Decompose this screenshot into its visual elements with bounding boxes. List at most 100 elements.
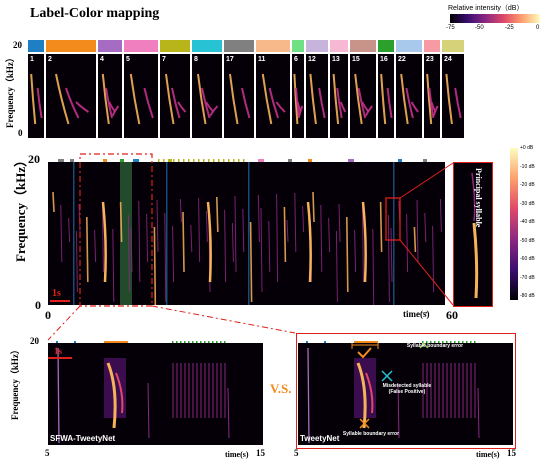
main-colorbar-tick: -40 dB bbox=[520, 219, 535, 225]
top-cb-tick-1: -50 bbox=[475, 25, 484, 31]
syllable-swatch-23 bbox=[424, 40, 440, 52]
tweetynet-annotations bbox=[351, 343, 429, 429]
bl-x-label: time(s) bbox=[225, 450, 249, 459]
main-colorbar-tick: -10 dB bbox=[520, 163, 535, 170]
main-colorbar-tick: -50 dB bbox=[520, 237, 535, 244]
syllable-id-11: 11 bbox=[258, 56, 266, 63]
main-x-label: time(s) bbox=[403, 309, 430, 319]
top-tick-20: 20 bbox=[13, 40, 22, 50]
syllable-id-8: 8 bbox=[194, 56, 198, 63]
principal-syllable-label: Principal syllable bbox=[474, 168, 483, 228]
figure-title: Label-Color mapping bbox=[30, 6, 160, 21]
sfwa-spectrogram bbox=[48, 343, 263, 445]
syllable-swatch-22 bbox=[396, 40, 422, 52]
syllable-spectrogram-17: 17 bbox=[224, 54, 254, 138]
syllable-spectrogram-4: 4 bbox=[98, 54, 122, 138]
syllable-swatch-6 bbox=[292, 40, 304, 52]
syllable-id-13: 13 bbox=[332, 56, 340, 63]
main-colorbar-tick: -70 dB bbox=[520, 274, 535, 281]
bl-label-bar bbox=[48, 335, 263, 347]
syllable-swatch-7 bbox=[160, 40, 190, 52]
main-x-arrow: → bbox=[420, 306, 429, 316]
syllable-swatch-1 bbox=[28, 40, 44, 52]
syllable-spectrogram-5: 5 bbox=[124, 54, 158, 138]
syllable-spectrogram-13: 13 bbox=[330, 54, 348, 138]
syllable-spectrogram-23: 23 bbox=[424, 54, 440, 138]
syllable-spectrogram-22: 22 bbox=[396, 54, 422, 138]
syllable-id-17: 17 bbox=[226, 56, 234, 63]
syllable-spectrogram-7: 7 bbox=[160, 54, 190, 138]
syllable-id-5: 5 bbox=[126, 56, 130, 63]
syllable-spectrogram-6: 6 bbox=[292, 54, 304, 138]
bl-tick-15: 15 bbox=[256, 448, 265, 458]
main-colorbar-tick: -60 dB bbox=[520, 256, 535, 262]
syllable-spectrogram-15: 15 bbox=[350, 54, 376, 138]
br-x-label: time(s) bbox=[476, 450, 500, 459]
bl-scale-bar bbox=[48, 357, 72, 359]
main-colorbar-tick: +0 dB bbox=[520, 145, 534, 151]
bl-scale-bar-label: 1s bbox=[54, 346, 63, 356]
syllable-id-4: 4 bbox=[100, 56, 104, 63]
bottom-tick-20: 20 bbox=[30, 336, 39, 346]
boundary-error-bottom-label: Syllable boundary error bbox=[342, 431, 400, 437]
syllable-spectrogram-24: 24 bbox=[442, 54, 464, 138]
syllable-swatch-17 bbox=[224, 40, 254, 52]
principal-syllable-panel bbox=[453, 162, 493, 307]
main-spectrogram bbox=[48, 162, 445, 305]
syllable-id-1: 1 bbox=[30, 56, 34, 63]
main-colorbar bbox=[510, 148, 518, 300]
misdetected-label: Misdetected syllable (False Positive) bbox=[382, 383, 432, 395]
syllable-spectrogram-16: 16 bbox=[378, 54, 394, 138]
syllable-swatch-4 bbox=[98, 40, 122, 52]
bottom-frequency-label: Frequency（kHz） bbox=[10, 345, 20, 420]
sfwa-title: SFWA-TweetyNet bbox=[50, 434, 116, 443]
syllable-id-23: 23 bbox=[426, 56, 434, 63]
main-colorbar-tick: -80 dB bbox=[520, 293, 535, 299]
main-colorbar-tick: -20 dB bbox=[520, 182, 535, 188]
syllable-id-7: 7 bbox=[162, 56, 166, 63]
syllable-spectrogram-2: 2 bbox=[46, 54, 96, 138]
syllable-swatch-8 bbox=[192, 40, 222, 52]
syllable-spectrogram-11: 11 bbox=[256, 54, 290, 138]
syllable-spectrogram-12: 12 bbox=[306, 54, 328, 138]
syllable-id-24: 24 bbox=[444, 56, 452, 63]
main-tick-x0: 0 bbox=[45, 308, 51, 322]
top-tick-0: 0 bbox=[18, 128, 23, 138]
top-cb-tick-3: 0 bbox=[536, 25, 540, 31]
main-tick-20: 20 bbox=[28, 152, 40, 166]
syllable-swatch-11 bbox=[256, 40, 290, 52]
bl-tick-5: 5 bbox=[45, 448, 50, 458]
boundary-error-top-label: Syllable boundary error bbox=[406, 343, 464, 349]
syllable-swatch-24 bbox=[442, 40, 464, 52]
top-colorbar-label: Relative intensity（dB） bbox=[448, 5, 524, 12]
main-tick-0: 0 bbox=[35, 298, 41, 312]
tweetynet-spectrogram bbox=[298, 343, 513, 445]
syllable-swatch-13 bbox=[330, 40, 348, 52]
top-colorbar bbox=[450, 14, 540, 23]
syllable-swatch-2 bbox=[46, 40, 96, 52]
top-cb-tick-2: -25 bbox=[505, 25, 514, 31]
main-tick-x60: 60 bbox=[446, 308, 458, 322]
syllable-id-16: 16 bbox=[380, 56, 388, 63]
br-label-bar bbox=[298, 335, 513, 347]
syllable-swatch-16 bbox=[378, 40, 394, 52]
tweetynet-frame bbox=[296, 333, 516, 449]
tweetynet-title: TweetyNet bbox=[300, 434, 340, 443]
main-scale-bar bbox=[50, 300, 70, 302]
top-cb-tick-0: -75 bbox=[446, 25, 455, 31]
main-colorbar-ticks: +0 dB -10 dB -20 dB -30 dB -40 dB -50 dB -60 d… bbox=[520, 145, 550, 305]
syllable-swatch-5 bbox=[124, 40, 158, 52]
main-colorbar-tick: -30 dB bbox=[520, 200, 535, 207]
syllable-id-12: 12 bbox=[308, 56, 316, 63]
syllable-id-15: 15 bbox=[352, 56, 360, 63]
syllable-id-22: 22 bbox=[398, 56, 406, 63]
versus-label: V.S. bbox=[270, 381, 292, 396]
syllable-swatch-12 bbox=[306, 40, 328, 52]
br-tick-5: 5 bbox=[294, 448, 299, 458]
syllable-id-2: 2 bbox=[48, 56, 52, 63]
syllable-spectrogram-8: 8 bbox=[192, 54, 222, 138]
syllable-strip: 1 2 4 5 7 8 17 11 6 12 13 15 16 22 23 24 bbox=[28, 40, 550, 140]
syllable-spectrogram-1: 1 bbox=[28, 54, 44, 138]
br-tick-15: 15 bbox=[507, 448, 516, 458]
